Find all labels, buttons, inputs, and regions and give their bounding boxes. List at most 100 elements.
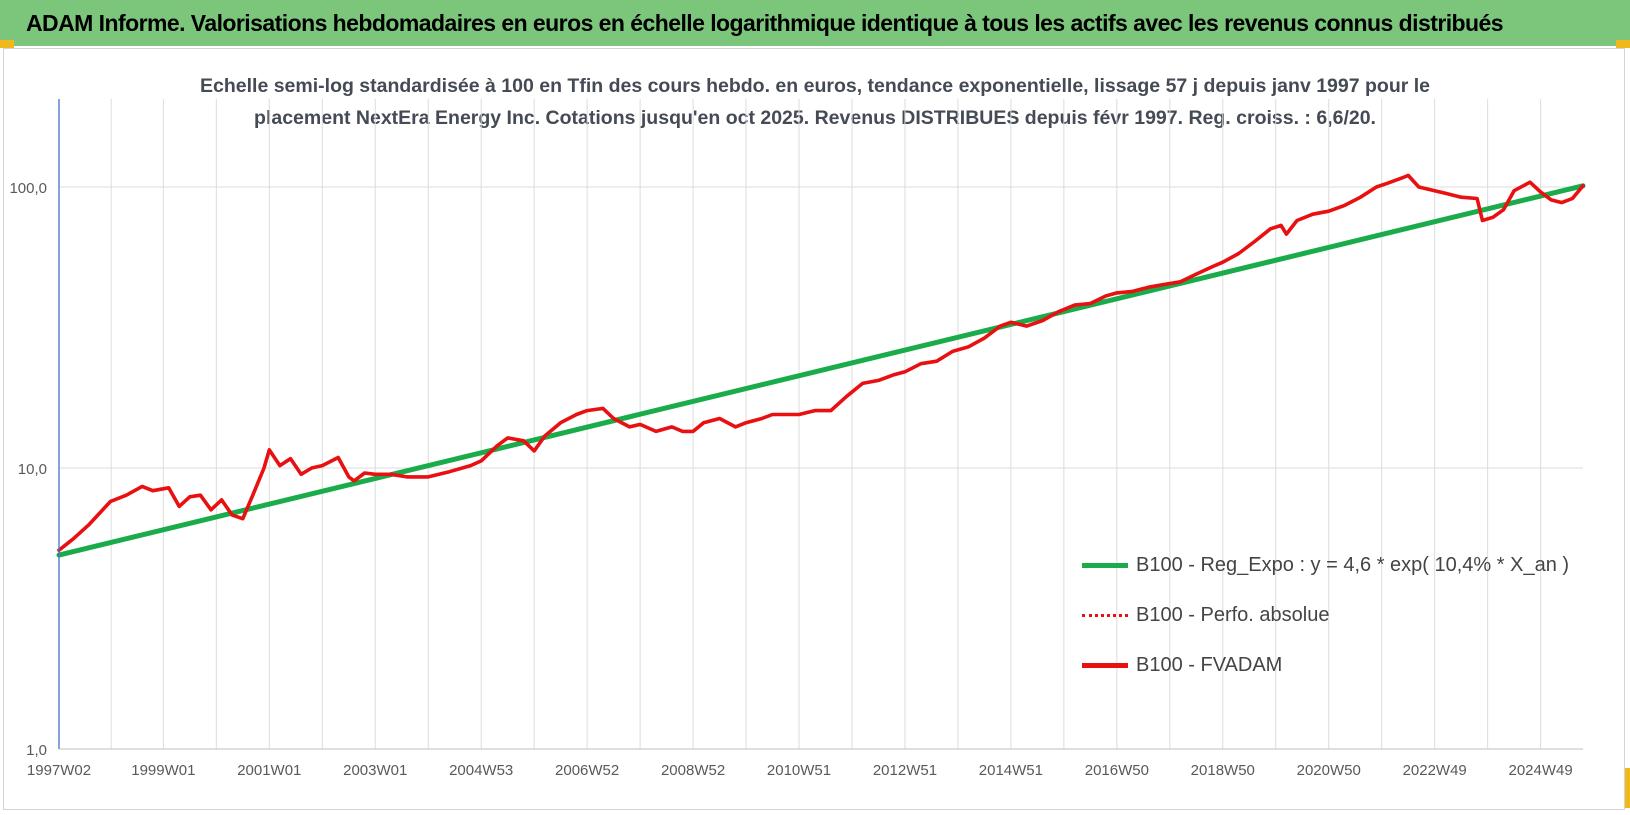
fvadam-point: [1147, 286, 1150, 289]
fvadam-point: [655, 430, 658, 433]
fvadam-point: [904, 370, 907, 373]
x-tick-label: 2003W01: [343, 762, 407, 779]
fvadam-point: [188, 495, 191, 498]
fvadam-point: [310, 467, 313, 470]
fvadam-point: [141, 485, 144, 488]
fvadam-point: [1269, 227, 1272, 230]
fvadam-point: [210, 508, 213, 511]
x-tick-label: 2024W49: [1509, 762, 1573, 779]
fvadam-point: [268, 448, 271, 451]
fvadam-point: [1460, 196, 1463, 199]
fvadam-point: [496, 444, 499, 447]
fvadam-point: [263, 467, 266, 470]
fvadam-point: [167, 486, 170, 489]
fvadam-point: [1571, 197, 1574, 200]
fvadam-point: [1195, 273, 1198, 276]
fvadam-point: [533, 450, 536, 453]
fvadam-point: [337, 456, 340, 459]
fvadam-point: [72, 537, 75, 540]
fvadam-point: [1057, 310, 1060, 313]
fvadam-point: [798, 413, 801, 416]
fvadam-point: [522, 439, 525, 442]
fvadam-point: [612, 417, 615, 420]
fvadam-point: [321, 464, 324, 467]
fvadam-point: [252, 492, 255, 495]
legend-item-perfo-absolue: B100 - Perfo. absolue: [1082, 590, 1569, 640]
fvadam-point: [681, 430, 684, 433]
legend-item-fvadam: B100 - FVADAM: [1082, 640, 1569, 690]
fvadam-point: [1401, 176, 1404, 179]
fvadam-point: [1041, 319, 1044, 322]
fvadam-point: [935, 360, 938, 363]
legend-label-perfo-absolue: B100 - Perfo. absolue: [1136, 604, 1329, 627]
fvadam-point: [1025, 325, 1028, 328]
y-tick-label: 100,0: [9, 180, 47, 197]
fvadam-point: [109, 500, 112, 503]
legend-swatch-fvadam: [1082, 663, 1128, 668]
fvadam-point: [1481, 219, 1484, 222]
x-tick-label: 1999W01: [131, 762, 195, 779]
fvadam-point: [1444, 192, 1447, 195]
y-tick-label: 10,0: [18, 461, 47, 478]
fvadam-point: [702, 421, 705, 424]
fvadam-point: [1131, 290, 1134, 293]
fvadam-point: [1237, 252, 1240, 255]
y-tick-label: 1,0: [26, 742, 47, 759]
fvadam-point: [1115, 291, 1118, 294]
x-tick-label: 2020W50: [1297, 762, 1361, 779]
fvadam-point: [1492, 216, 1495, 219]
fvadam-point: [1073, 304, 1076, 307]
fvadam-point: [1539, 191, 1542, 194]
fvadam-point: [1476, 197, 1479, 200]
fvadam-point: [278, 464, 281, 467]
fvadam-point: [406, 475, 409, 478]
fvadam-point: [390, 473, 393, 476]
x-tick-label: 2006W52: [555, 762, 619, 779]
fvadam-point: [1417, 186, 1420, 189]
fvadam-point: [289, 457, 292, 460]
fvadam-point: [771, 413, 774, 416]
fvadam-point: [718, 417, 721, 420]
fvadam-point: [363, 472, 366, 475]
fvadam-point: [1179, 280, 1182, 283]
x-tick-label: 2018W50: [1191, 762, 1255, 779]
fvadam-point: [300, 473, 303, 476]
fvadam-point: [427, 475, 430, 478]
fvadam-point: [1280, 224, 1283, 227]
fvadam-point: [1089, 302, 1092, 305]
x-tick-label: 2014W51: [979, 762, 1043, 779]
series-regression-line: [59, 186, 1583, 555]
fvadam-point: [877, 379, 880, 382]
fvadam-point: [125, 494, 128, 497]
fvadam-point: [845, 395, 848, 398]
fvadam-point: [506, 436, 509, 439]
series-layer: [58, 174, 1585, 555]
fvadam-point: [1407, 174, 1410, 177]
fvadam-point: [1327, 210, 1330, 213]
fvadam-point: [787, 413, 790, 416]
fvadam-point: [241, 517, 244, 520]
fvadam-point: [178, 505, 181, 508]
legend-swatch-regression: [1082, 563, 1128, 568]
legend-label-fvadam: B100 - FVADAM: [1136, 654, 1282, 677]
fvadam-point: [692, 430, 695, 433]
chart-legend: B100 - Reg_Expo : y = 4,6 * exp( 10,4% *…: [1082, 540, 1569, 690]
fvadam-point: [829, 409, 832, 412]
fvadam-point: [1550, 198, 1553, 201]
fvadam-point: [1428, 188, 1431, 191]
x-tick-label: 2010W51: [767, 762, 831, 779]
fvadam-point: [151, 489, 154, 492]
fvadam-point: [220, 498, 223, 501]
fvadam-point: [761, 417, 764, 420]
fvadam-point: [1163, 283, 1166, 286]
legend-label-regression: B100 - Reg_Expo : y = 4,6 * exp( 10,4% *…: [1136, 554, 1569, 577]
fvadam-point: [1359, 196, 1362, 199]
fvadam-point: [814, 409, 817, 412]
fvadam-point: [88, 523, 91, 526]
fvadam-point: [1253, 240, 1256, 243]
fvadam-point: [1010, 321, 1013, 324]
fvadam-point: [967, 345, 970, 348]
fvadam-point: [639, 423, 642, 426]
fvadam-point: [1529, 181, 1532, 184]
